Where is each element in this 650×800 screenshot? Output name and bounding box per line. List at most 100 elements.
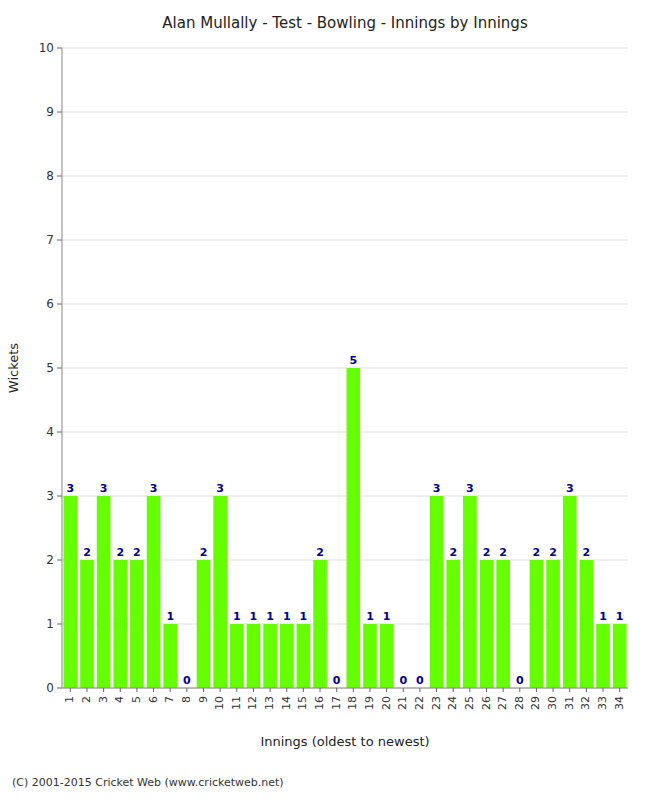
data-label: 3 bbox=[66, 482, 74, 495]
bar bbox=[546, 560, 560, 688]
data-label: 2 bbox=[483, 546, 491, 559]
bar bbox=[163, 624, 177, 688]
data-label: 2 bbox=[83, 546, 91, 559]
y-axis: 012345678910 bbox=[39, 41, 628, 695]
data-label: 0 bbox=[399, 674, 407, 687]
bars bbox=[63, 368, 626, 688]
tick-label: 17 bbox=[330, 696, 343, 710]
grid-line bbox=[62, 368, 628, 369]
tick-mark bbox=[286, 688, 287, 692]
data-label: 1 bbox=[250, 610, 258, 623]
data-label: 3 bbox=[566, 482, 574, 495]
data-label: 1 bbox=[266, 610, 274, 623]
tick-label: 32 bbox=[579, 696, 592, 710]
tick-label: 4 bbox=[113, 696, 126, 703]
bar bbox=[563, 496, 577, 688]
data-label: 1 bbox=[283, 610, 291, 623]
title: Alan Mullally - Test - Bowling - Innings… bbox=[162, 14, 528, 32]
tick-label: 26 bbox=[480, 696, 493, 710]
tick-mark bbox=[186, 688, 187, 692]
chart-svg: 0123456789103232231023111112051100323220… bbox=[0, 0, 650, 800]
tick-label: 14 bbox=[280, 696, 293, 710]
data-label: 0 bbox=[516, 674, 524, 687]
tick-mark bbox=[136, 688, 137, 692]
tick-label: 31 bbox=[563, 696, 576, 710]
data-label: 3 bbox=[433, 482, 441, 495]
x-axis-line bbox=[62, 688, 628, 689]
grid-line bbox=[62, 48, 628, 49]
tick-mark bbox=[320, 688, 321, 692]
tick-mark bbox=[519, 688, 520, 692]
bar bbox=[346, 368, 360, 688]
bar bbox=[230, 624, 244, 688]
tick-mark bbox=[103, 688, 104, 692]
tick-label: 19 bbox=[363, 696, 376, 710]
data-label: 5 bbox=[349, 354, 357, 367]
bar bbox=[247, 624, 261, 688]
data-label: 0 bbox=[333, 674, 341, 687]
tick-mark bbox=[220, 688, 221, 692]
data-label: 1 bbox=[616, 610, 624, 623]
tick-label: 2 bbox=[80, 696, 93, 703]
tick-label: 13 bbox=[263, 696, 276, 710]
bar bbox=[463, 496, 477, 688]
bar bbox=[446, 560, 460, 688]
tick-mark bbox=[57, 560, 62, 561]
bar bbox=[130, 560, 144, 688]
tick-label: 21 bbox=[396, 696, 409, 710]
bar bbox=[496, 560, 510, 688]
tick-label: 15 bbox=[296, 696, 309, 710]
tick-label: 24 bbox=[446, 696, 459, 710]
data-labels: 3232231023111112051100323220223211 bbox=[66, 354, 623, 687]
tick-mark bbox=[353, 688, 354, 692]
tick-mark bbox=[57, 432, 62, 433]
tick-label: 10 bbox=[39, 41, 54, 55]
tick-mark bbox=[57, 176, 62, 177]
bar bbox=[596, 624, 610, 688]
tick-mark bbox=[486, 688, 487, 692]
tick-mark bbox=[303, 688, 304, 692]
tick-mark bbox=[236, 688, 237, 692]
data-label: 2 bbox=[116, 546, 124, 559]
tick-label: 5 bbox=[46, 361, 54, 375]
data-label: 1 bbox=[366, 610, 374, 623]
data-label: 3 bbox=[466, 482, 474, 495]
tick-label: 33 bbox=[596, 696, 609, 710]
y-axis-label: Wickets bbox=[6, 343, 21, 393]
tick-mark bbox=[120, 688, 121, 692]
tick-mark bbox=[553, 688, 554, 692]
bar bbox=[430, 496, 444, 688]
tick-mark bbox=[270, 688, 271, 692]
tick-label: 8 bbox=[46, 169, 54, 183]
tick-mark bbox=[386, 688, 387, 692]
tick-label: 18 bbox=[346, 696, 359, 710]
data-label: 2 bbox=[200, 546, 208, 559]
tick-mark bbox=[603, 688, 604, 692]
bar bbox=[213, 496, 227, 688]
tick-mark bbox=[586, 688, 587, 692]
tick-mark bbox=[469, 688, 470, 692]
tick-mark bbox=[503, 688, 504, 692]
chart-container: 0123456789103232231023111112051100323220… bbox=[0, 0, 650, 800]
grid-line bbox=[62, 176, 628, 177]
bar bbox=[280, 624, 294, 688]
data-label: 1 bbox=[233, 610, 241, 623]
tick-mark bbox=[57, 368, 62, 369]
tick-label: 3 bbox=[46, 489, 54, 503]
tick-mark bbox=[419, 688, 420, 692]
bar bbox=[63, 496, 77, 688]
tick-mark bbox=[57, 48, 62, 49]
tick-mark bbox=[57, 112, 62, 113]
tick-mark bbox=[403, 688, 404, 692]
x-axis-label: Innings (oldest to newest) bbox=[260, 734, 429, 749]
bar bbox=[263, 624, 277, 688]
data-label: 3 bbox=[100, 482, 108, 495]
tick-label: 10 bbox=[213, 696, 226, 710]
bar bbox=[97, 496, 111, 688]
tick-label: 4 bbox=[46, 425, 54, 439]
data-label: 2 bbox=[133, 546, 141, 559]
tick-label: 6 bbox=[46, 297, 54, 311]
grid-line bbox=[62, 688, 628, 689]
bar bbox=[480, 560, 494, 688]
bar bbox=[380, 624, 394, 688]
